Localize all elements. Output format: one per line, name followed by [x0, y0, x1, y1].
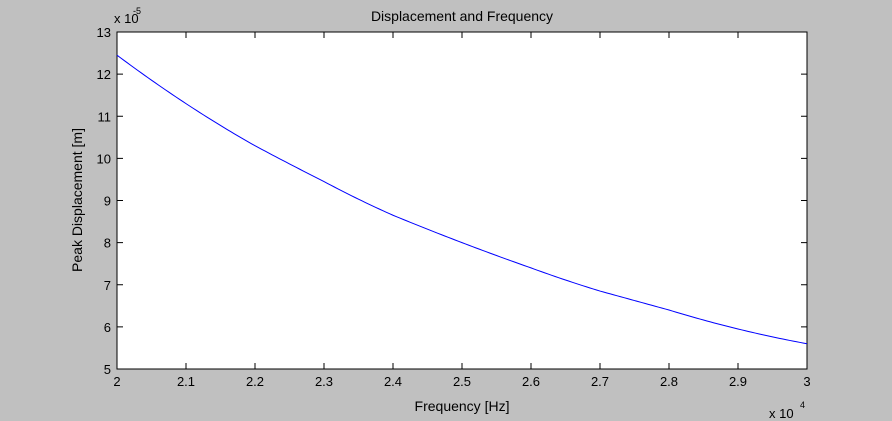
series-line — [116, 54, 808, 345]
y-tick-label: 9 — [104, 194, 111, 209]
y-tick-label: 11 — [98, 109, 112, 124]
y-tick-label: 13 — [97, 25, 111, 40]
x-tick-label: 2.5 — [453, 374, 471, 389]
x-axis-label: Frequency [Hz] — [415, 398, 510, 414]
x-tick-label: 2.6 — [522, 374, 540, 389]
x-tick-label: 2.9 — [729, 374, 747, 389]
x-tick-label: 2.2 — [246, 374, 264, 389]
y-tick-label: 12 — [97, 67, 111, 82]
y-tick-label: 7 — [104, 278, 111, 293]
x-multiplier-exponent: 4 — [800, 400, 805, 410]
x-multiplier-base: x 10 — [769, 406, 794, 421]
y-axis-multiplier: x 10 -5 — [114, 6, 141, 26]
x-tick-label: 2.1 — [177, 374, 195, 389]
x-tick-label: 3 — [803, 374, 810, 389]
x-tick-label: 2.3 — [315, 374, 333, 389]
x-tick-label: 2 — [113, 374, 120, 389]
y-tick-label: 10 — [97, 151, 111, 166]
y-axis-ticks: 5 6 7 8 9 10 11 12 13 — [97, 25, 807, 377]
y-tick-label: 6 — [104, 320, 111, 335]
y-axis-label: Peak Displacement [m] — [69, 128, 85, 272]
y-multiplier-base: x 10 — [114, 11, 139, 26]
chart-title: Displacement and Frequency — [371, 8, 553, 24]
y-tick-label: 5 — [104, 362, 111, 377]
x-axis-multiplier: x 10 4 — [769, 400, 805, 421]
y-tick-label: 8 — [104, 236, 111, 251]
x-tick-label: 2.8 — [660, 374, 678, 389]
y-multiplier-exponent: -5 — [133, 6, 141, 16]
plot-area — [116, 31, 808, 370]
series-lines — [116, 54, 808, 345]
x-tick-label: 2.7 — [591, 374, 609, 389]
x-tick-label: 2.4 — [384, 374, 402, 389]
x-axis-ticks: 2 2.1 2.2 2.3 2.4 2.5 2.6 2.7 2.8 2.9 3 — [113, 32, 811, 389]
